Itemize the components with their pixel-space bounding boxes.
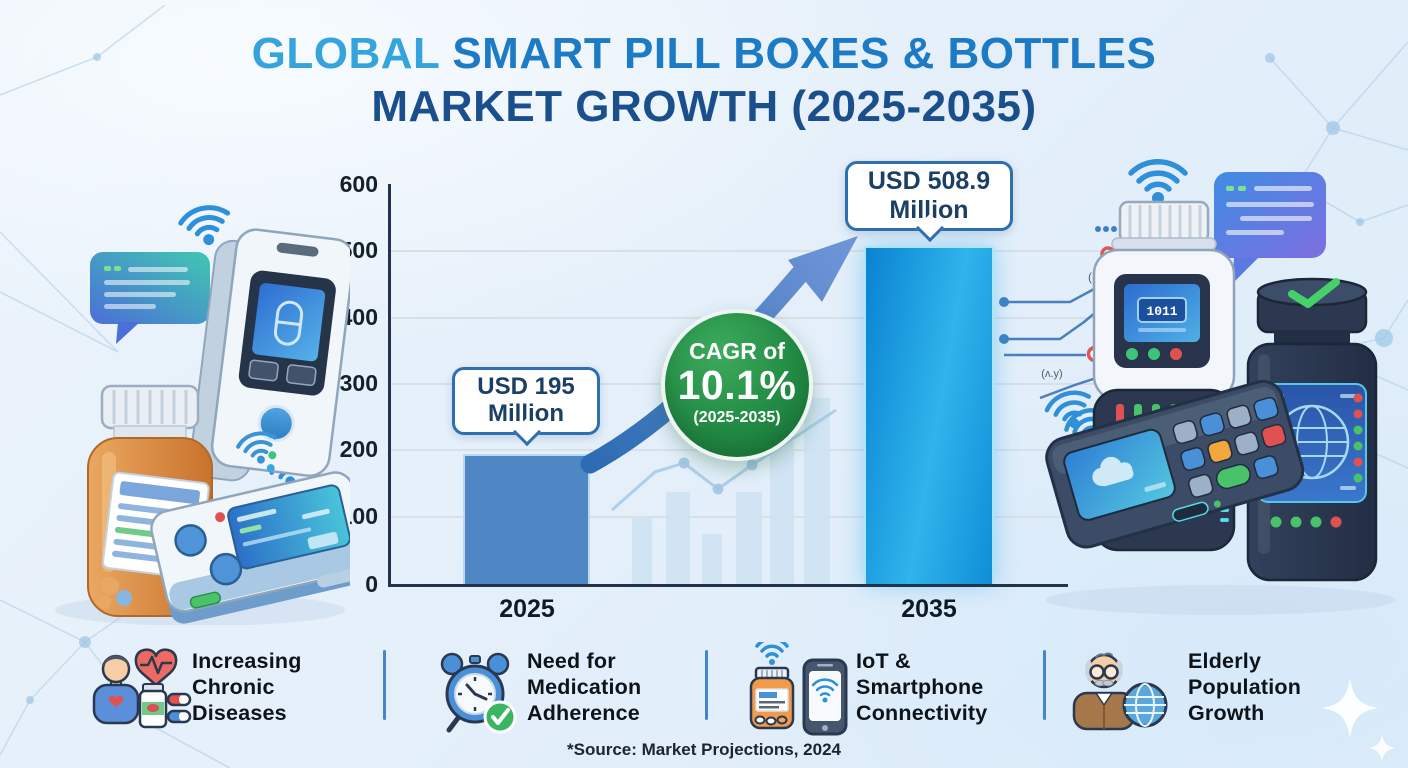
wifi-icon [1128, 158, 1188, 204]
factor-label-iot-connectivity: IoT & Smartphone Connectivity [856, 649, 988, 725]
factor-label-medication-adherence: Need for Medication Adherence [527, 649, 642, 725]
globe-icon [1122, 682, 1168, 728]
y-tick-0: 0 [365, 571, 378, 597]
alarm-clock-check-icon [440, 652, 517, 734]
value-callout-2025: USD 195 Million [452, 367, 600, 435]
bottle-screen-text: 1011 [1146, 304, 1177, 319]
patient-heart-medication-icon [92, 648, 192, 729]
y-tick-200: 200 [339, 436, 378, 462]
wifi-icon [178, 205, 231, 246]
chat-bubble-icon [90, 252, 210, 344]
cagr-badge: CAGR of 10.1% (2025-2035) [661, 309, 813, 461]
pill-bottle-smartphone-wifi-icon [749, 642, 848, 736]
callout-2025-line1: USD 195 [477, 373, 575, 400]
x-label-2035: 2035 [901, 595, 957, 623]
y-tick-300: 300 [339, 370, 378, 396]
smart-dispenser-device [189, 228, 350, 482]
sparkle-icon [1322, 678, 1396, 762]
divider [1043, 650, 1046, 720]
divider [383, 650, 386, 720]
cloud-icon [1092, 456, 1134, 487]
chat-bubble-icon [1214, 172, 1326, 284]
title-word-global: GLOBAL [251, 29, 440, 78]
title-line-1: GLOBAL SMART PILL BOXES & BOTTLES [0, 30, 1408, 78]
divider [705, 650, 708, 720]
cagr-prefix: CAGR of [689, 338, 785, 364]
bar-2025 [463, 454, 590, 584]
callout-2035-line1: USD 508.9 [867, 167, 991, 195]
x-axis [388, 584, 1068, 587]
wifi-icon [755, 642, 789, 665]
smart-pillbox-devices-illustration-left [55, 205, 350, 625]
callout-2025-line2: Million [488, 400, 564, 428]
elderly-man-globe-icon [1072, 652, 1168, 731]
bar-2035 [864, 246, 994, 584]
factor-label-elderly-population: Elderly Population Growth [1188, 649, 1302, 725]
smart-remote-device [1045, 379, 1305, 549]
value-callout-2035: USD 508.9 Million [845, 161, 1013, 231]
y-tick-600: 600 [339, 171, 378, 197]
title-line-1-rest: SMART PILL BOXES & BOTTLES [439, 29, 1157, 78]
title-line-2: MARKET GROWTH (2025-2035) [371, 81, 1037, 131]
gridline [390, 250, 1128, 252]
wifi-icon [1044, 390, 1092, 429]
factor-label-chronic-diseases: Increasing Chronic Diseases [192, 649, 302, 725]
wifi-icon [811, 678, 839, 703]
decor-glyph-face: (ʌ.y) [1041, 368, 1062, 380]
callout-2035-line2: Million [889, 195, 969, 224]
smart-bottle-devices-illustration-right: 1011 [1044, 158, 1396, 615]
checkmark-icon [1288, 278, 1340, 308]
watermark-mini-chart [611, 398, 837, 584]
source-note: *Source: Market Projections, 2024 [566, 740, 841, 759]
smart-pillbox-device [150, 471, 350, 624]
infographic-title: GLOBAL SMART PILL BOXES & BOTTLES MARKET… [0, 30, 1408, 130]
x-label-2025: 2025 [499, 595, 555, 623]
cagr-range: (2025-2035) [693, 408, 781, 426]
wifi-icon [236, 431, 277, 464]
cagr-value: 10.1% [677, 362, 797, 408]
y-axis [388, 184, 391, 586]
